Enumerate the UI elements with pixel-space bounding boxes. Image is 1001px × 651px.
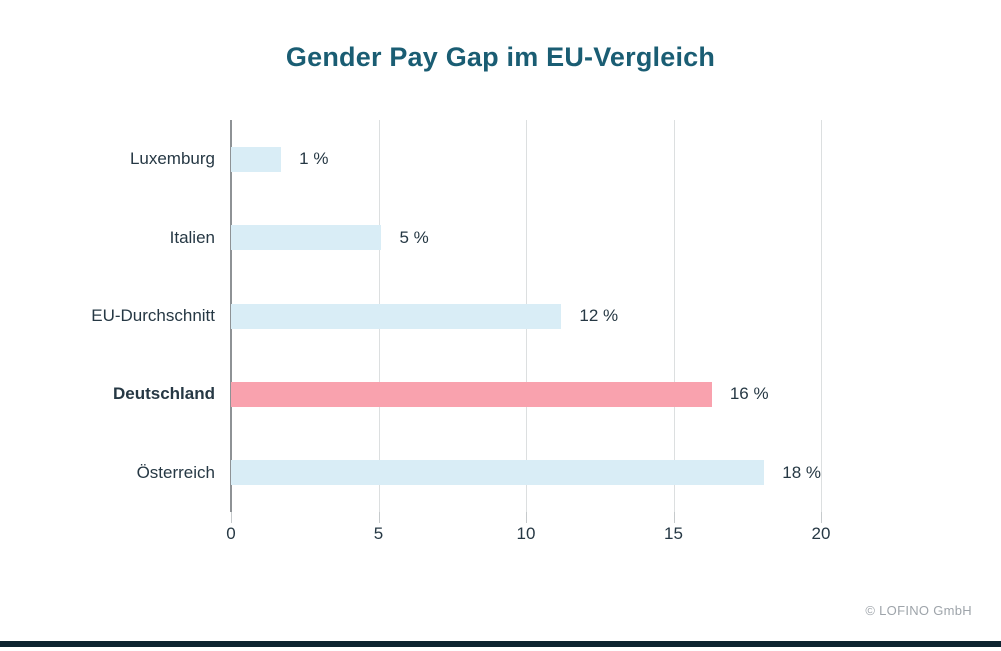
bar <box>231 460 765 486</box>
x-tick-mark <box>673 512 675 523</box>
bar <box>231 146 282 172</box>
gridline <box>673 120 675 512</box>
category-label: Luxemburg <box>129 149 215 169</box>
chart-row: Italien 5 % <box>170 198 821 276</box>
bottom-accent-strip <box>0 641 1001 647</box>
x-tick-label: 20 <box>811 524 831 543</box>
gridline <box>821 120 822 512</box>
x-tick-label: 10 <box>516 524 536 543</box>
x-tick-label: 15 <box>664 524 683 543</box>
value-label: 16 % <box>729 384 769 404</box>
x-tick-label: 0 <box>226 524 236 543</box>
chart-row: Deutschland 16 % <box>113 355 821 433</box>
value-label: 5 % <box>399 227 429 247</box>
copyright-text: © LOFINO GmbH <box>865 603 972 618</box>
category-label: Italien <box>169 227 215 247</box>
bar-highlighted <box>231 381 712 407</box>
value-label: 18 % <box>782 462 821 482</box>
x-tick-mark <box>526 512 527 523</box>
chart-row: Luxemburg 1 % <box>130 120 821 198</box>
bar-rows: Luxemburg 1 % Italien 5 % EU-Durchschnitt 12 … <box>91 120 821 512</box>
category-label: EU-Durchschnitt <box>91 306 215 326</box>
category-label: Österreich <box>136 462 215 482</box>
x-tick-mark <box>378 512 380 523</box>
value-label: 12 % <box>579 306 619 326</box>
category-label: Deutschland <box>112 384 215 404</box>
bar <box>231 225 382 251</box>
chart-row: Österreich 18 % <box>137 434 821 512</box>
chart-title: Gender Pay Gap im EU-Vergleich <box>285 42 716 72</box>
x-tick-mark <box>821 512 822 523</box>
value-label: 1 % <box>299 149 329 169</box>
plot-area: Luxemburg 1 % Italien 5 % EU-Durchschnitt 12 … <box>91 120 830 543</box>
x-tick-mark <box>231 512 232 523</box>
bar <box>231 303 562 329</box>
x-tick-label: 5 <box>373 524 384 543</box>
chart-row: EU-Durchschnitt 12 % <box>91 277 821 355</box>
